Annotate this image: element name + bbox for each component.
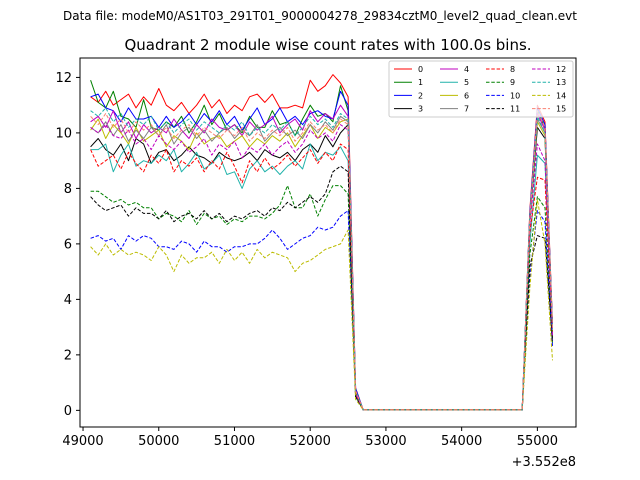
legend-label-15: 15 <box>556 105 566 114</box>
legend-label-0: 0 <box>418 65 423 74</box>
x-tick-label: 50000 <box>138 434 179 449</box>
legend-label-4: 4 <box>464 65 469 74</box>
suptitle: Data file: modeM0/AS1T03_291T01_90000042… <box>63 9 577 23</box>
y-axis: 0 2 4 6 8 10 12 <box>55 71 80 419</box>
legend-label-12: 12 <box>556 65 566 74</box>
axes-frame <box>79 57 577 428</box>
series-line-15 <box>90 110 553 411</box>
y-tick-label: 2 <box>64 348 72 363</box>
legend-label-3: 3 <box>418 105 423 114</box>
chart-title: Quadrant 2 module wise count rates with … <box>124 36 531 54</box>
x-tick-label: 49000 <box>62 434 103 449</box>
series-line-8 <box>90 143 553 411</box>
legend-label-11: 11 <box>510 105 520 114</box>
legend-label-6: 6 <box>464 91 469 100</box>
x-tick-label: 51000 <box>214 434 255 449</box>
x-tick-label: 54000 <box>441 434 482 449</box>
x-offset-label: +3.552e8 <box>512 455 576 470</box>
x-axis: 49000 50000 51000 52000 53000 54000 55000 <box>62 427 558 449</box>
legend-label-13: 13 <box>556 78 566 87</box>
y-tick-label: 4 <box>64 293 72 308</box>
x-tick-label: 55000 <box>517 434 558 449</box>
y-tick-label: 12 <box>55 71 72 86</box>
series-layer <box>90 74 553 411</box>
legend-frame <box>388 60 574 118</box>
legend-label-14: 14 <box>556 91 566 100</box>
legend-label-10: 10 <box>510 91 520 100</box>
legend-label-5: 5 <box>464 78 469 87</box>
x-tick-label: 52000 <box>290 434 331 449</box>
y-tick-label: 8 <box>64 182 72 197</box>
y-tick-label: 10 <box>55 126 72 141</box>
legend-label-7: 7 <box>464 105 469 114</box>
legend-label-2: 2 <box>418 91 423 100</box>
legend-label-9: 9 <box>510 78 515 87</box>
x-tick-label: 53000 <box>365 434 406 449</box>
plot-area <box>79 57 577 428</box>
y-tick-label: 0 <box>64 404 72 419</box>
legend-label-1: 1 <box>418 78 423 87</box>
legend-label-8: 8 <box>510 65 515 74</box>
y-tick-label: 6 <box>64 237 72 252</box>
